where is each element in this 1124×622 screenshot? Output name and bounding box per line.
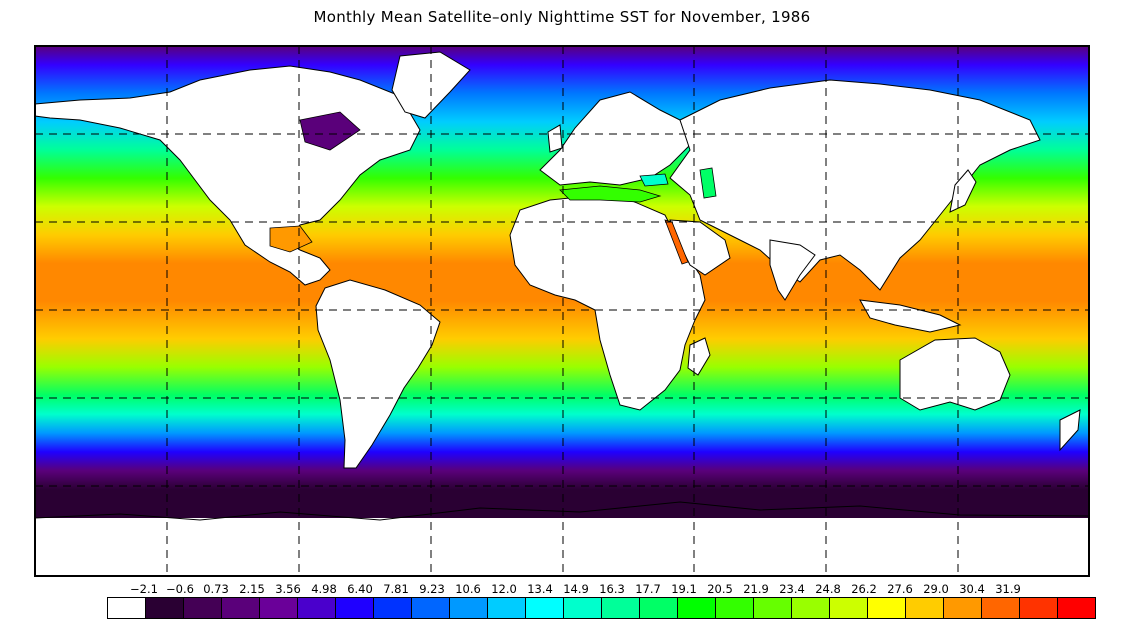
map-title: Monthly Mean Satellite–only Nighttime SS… <box>313 8 811 26</box>
legend-tick-label: 0.73 <box>203 582 229 596</box>
legend-swatch <box>411 597 450 619</box>
india <box>769 239 816 301</box>
caspian-sea <box>699 167 717 199</box>
legend-tick-label: 24.8 <box>815 582 841 596</box>
legend-tick-label: 2.15 <box>239 582 265 596</box>
new-zealand <box>1059 409 1081 452</box>
indonesia <box>859 299 962 333</box>
legend-swatch <box>373 597 412 619</box>
legend-swatch <box>221 597 260 619</box>
south-america <box>315 279 441 469</box>
asia <box>669 79 1041 291</box>
antarctic-ice-region <box>35 518 1089 576</box>
legend-tick-label: 17.7 <box>635 582 661 596</box>
red-sea <box>664 219 689 265</box>
legend-swatch <box>639 597 678 619</box>
legend-swatch <box>753 597 792 619</box>
legend-swatch <box>905 597 944 619</box>
legend-swatch <box>943 597 982 619</box>
legend-tick-label: 19.1 <box>671 582 697 596</box>
color-legend-bar <box>107 597 1096 619</box>
legend-tick-label: 21.9 <box>743 582 769 596</box>
legend-tick-label: 29.0 <box>923 582 949 596</box>
legend-tick-label: 16.3 <box>599 582 625 596</box>
legend-swatch <box>107 597 146 619</box>
legend-swatch <box>981 597 1020 619</box>
legend-swatch <box>867 597 906 619</box>
legend-tick-label: 14.9 <box>563 582 589 596</box>
legend-tick-label: 27.6 <box>887 582 913 596</box>
mediterranean-sea <box>559 185 662 203</box>
legend-swatch <box>715 597 754 619</box>
inland-seas <box>269 111 717 265</box>
legend-swatch <box>259 597 298 619</box>
legend-swatch <box>1019 597 1058 619</box>
legend-tick-label: 10.6 <box>455 582 481 596</box>
hudson-bay <box>299 111 361 151</box>
map-frame <box>34 45 1090 577</box>
legend-swatch <box>601 597 640 619</box>
united-kingdom <box>547 124 563 153</box>
legend-swatch <box>1057 597 1096 619</box>
legend-tick-label: 20.5 <box>707 582 733 596</box>
legend-tick-label: 12.0 <box>491 582 517 596</box>
japan <box>949 169 977 213</box>
legend-swatch <box>487 597 526 619</box>
legend-swatch <box>791 597 830 619</box>
legend-swatch <box>449 597 488 619</box>
legend-tick-label: 3.56 <box>275 582 301 596</box>
legend-tick-label: 7.81 <box>383 582 409 596</box>
legend-swatch <box>145 597 184 619</box>
legend-swatch <box>335 597 374 619</box>
legend-tick-label: 6.40 <box>347 582 373 596</box>
legend-tick-labels: −2.1 −0.6 0.73 2.15 3.56 4.98 6.40 7.81 9.23 10.6… <box>0 582 1124 596</box>
legend-tick-label: 4.98 <box>311 582 337 596</box>
legend-swatch <box>297 597 336 619</box>
legend-swatch <box>677 597 716 619</box>
graticule <box>35 46 1089 576</box>
legend-tick-label: 26.2 <box>851 582 877 596</box>
sst-world-map <box>34 45 1090 577</box>
legend-tick-label: 23.4 <box>779 582 805 596</box>
gulf-of-mexico <box>269 225 313 253</box>
legend-swatch <box>829 597 868 619</box>
legend-tick-label: 13.4 <box>527 582 553 596</box>
legend-swatch <box>563 597 602 619</box>
legend-tick-label: −2.1 <box>130 582 158 596</box>
legend-tick-label: 9.23 <box>419 582 445 596</box>
black-sea <box>639 173 669 187</box>
legend-tick-label: 30.4 <box>959 582 985 596</box>
legend-tick-label: 31.9 <box>995 582 1021 596</box>
legend-swatch <box>183 597 222 619</box>
legend-tick-label: −0.6 <box>166 582 194 596</box>
australia <box>899 337 1011 411</box>
greenland <box>391 51 471 119</box>
legend-swatch <box>525 597 564 619</box>
